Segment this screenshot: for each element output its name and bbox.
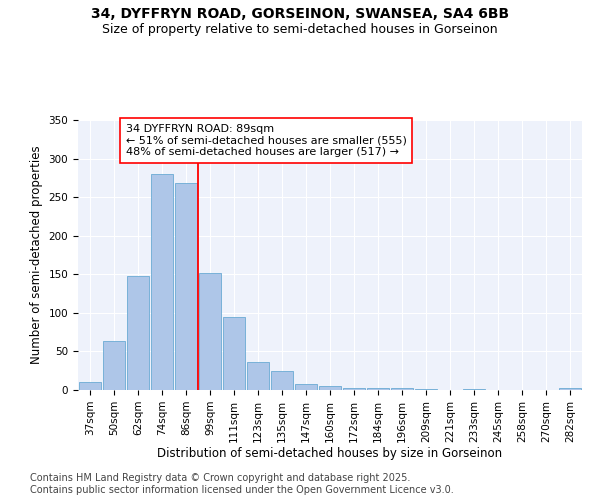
Bar — [151, 174, 173, 390]
Text: Size of property relative to semi-detached houses in Gorseinon: Size of property relative to semi-detach… — [102, 22, 498, 36]
Text: 34, DYFFRYN ROAD, GORSEINON, SWANSEA, SA4 6BB: 34, DYFFRYN ROAD, GORSEINON, SWANSEA, SA… — [91, 8, 509, 22]
Bar — [295, 384, 317, 390]
Text: 34 DYFFRYN ROAD: 89sqm
← 51% of semi-detached houses are smaller (555)
48% of se: 34 DYFFRYN ROAD: 89sqm ← 51% of semi-det… — [126, 124, 407, 157]
Bar — [103, 342, 125, 390]
Bar — [415, 389, 437, 390]
Bar — [271, 372, 293, 390]
Bar — [79, 382, 101, 390]
Bar — [343, 388, 365, 390]
X-axis label: Distribution of semi-detached houses by size in Gorseinon: Distribution of semi-detached houses by … — [157, 448, 503, 460]
Bar — [391, 388, 413, 390]
Bar — [559, 388, 581, 390]
Bar — [127, 276, 149, 390]
Bar — [199, 272, 221, 390]
Bar — [223, 316, 245, 390]
Bar — [367, 388, 389, 390]
Bar — [319, 386, 341, 390]
Bar — [463, 389, 485, 390]
Bar — [247, 362, 269, 390]
Bar — [175, 184, 197, 390]
Y-axis label: Number of semi-detached properties: Number of semi-detached properties — [30, 146, 43, 364]
Text: Contains HM Land Registry data © Crown copyright and database right 2025.
Contai: Contains HM Land Registry data © Crown c… — [30, 474, 454, 495]
